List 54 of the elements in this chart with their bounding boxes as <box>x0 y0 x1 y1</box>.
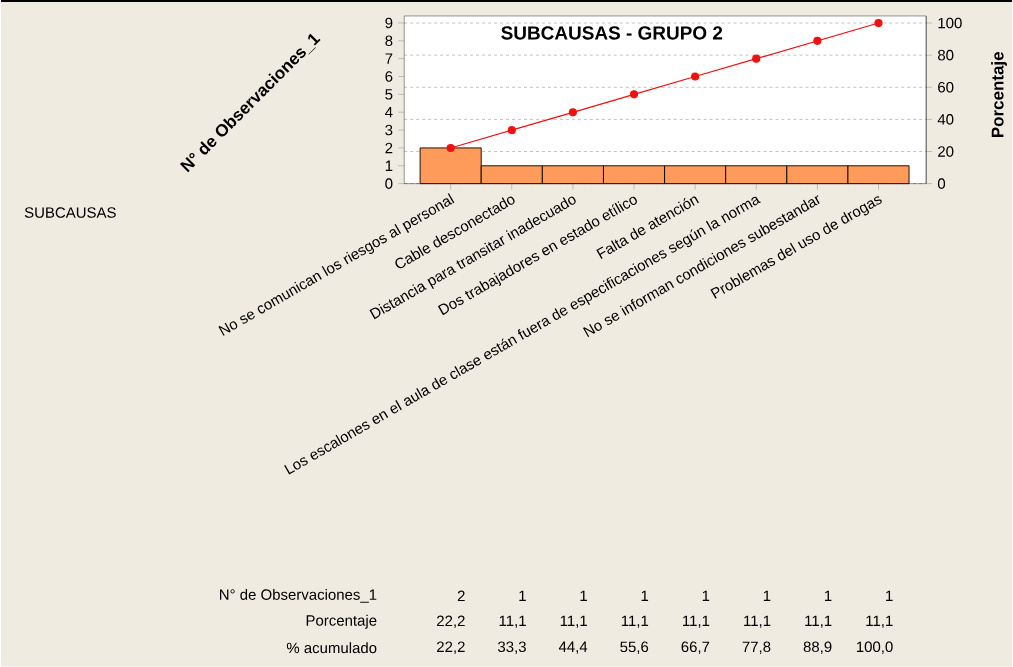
data-label: 22,2 <box>437 641 465 655</box>
data-label: 77,8 <box>742 641 771 655</box>
y-tick-label: 6 <box>385 71 393 82</box>
data-label: 1 <box>763 590 771 602</box>
point <box>568 108 577 117</box>
text: 11,1 <box>805 615 832 629</box>
y2-axis-title: Porcentaje <box>991 52 1007 138</box>
data-label: 44,4 <box>558 641 588 654</box>
y-tick-label: 1 <box>385 160 393 172</box>
y-tick-label: 3 <box>385 124 393 136</box>
point <box>629 90 639 99</box>
text: 22,2 <box>437 615 465 629</box>
point <box>813 36 822 46</box>
y-tick-label: 8 <box>385 35 393 47</box>
y2-tick-label: 60 <box>938 82 954 93</box>
data-label: 33,3 <box>497 641 526 655</box>
y2-tick-label: 20 <box>938 146 954 157</box>
text: % acumulado <box>286 642 377 654</box>
text: 11,1 <box>744 615 771 629</box>
data-label: 66,7 <box>681 641 710 655</box>
data-label: 1 <box>702 590 710 602</box>
point <box>446 144 455 153</box>
text: 11,1 <box>621 615 649 629</box>
data-label: 1 <box>641 590 649 602</box>
text: 11,1 <box>866 615 893 629</box>
y-tick-label: 7 <box>385 53 393 64</box>
y2-tick-label: 100 <box>938 17 962 29</box>
y-tick-label: 5 <box>385 89 393 100</box>
y-tick-label: 9 <box>385 17 393 29</box>
data-label: 1 <box>580 590 587 602</box>
text: 11,1 <box>683 615 710 629</box>
data-label: 1 <box>824 590 832 602</box>
data-label: 2 <box>457 590 465 602</box>
y-tick-label: 4 <box>385 107 393 118</box>
data-label: 100,0 <box>856 641 893 655</box>
text: 11,1 <box>560 615 587 629</box>
y-tick-label: 2 <box>385 142 393 154</box>
data-label: 88,9 <box>803 641 832 655</box>
data-label: 55,6 <box>620 641 649 655</box>
point <box>691 72 700 81</box>
text: Porcentaje <box>306 614 377 629</box>
y-tick-label: 0 <box>385 178 393 190</box>
chart-title: SUBCAUSAS - GRUPO 2 <box>501 26 723 40</box>
data-label: 1 <box>886 590 893 602</box>
y2-tick-label: 0 <box>937 178 946 190</box>
data-label: 1 <box>519 590 526 602</box>
y2-tick-label: 40 <box>937 114 954 125</box>
point <box>752 54 761 63</box>
point <box>874 19 883 28</box>
text: 11,1 <box>499 615 526 629</box>
text: SUBCAUSAS <box>24 207 116 219</box>
y2-tick-label: 80 <box>938 50 954 61</box>
text: N° de Observaciones_1 <box>220 589 377 603</box>
point <box>507 126 516 135</box>
